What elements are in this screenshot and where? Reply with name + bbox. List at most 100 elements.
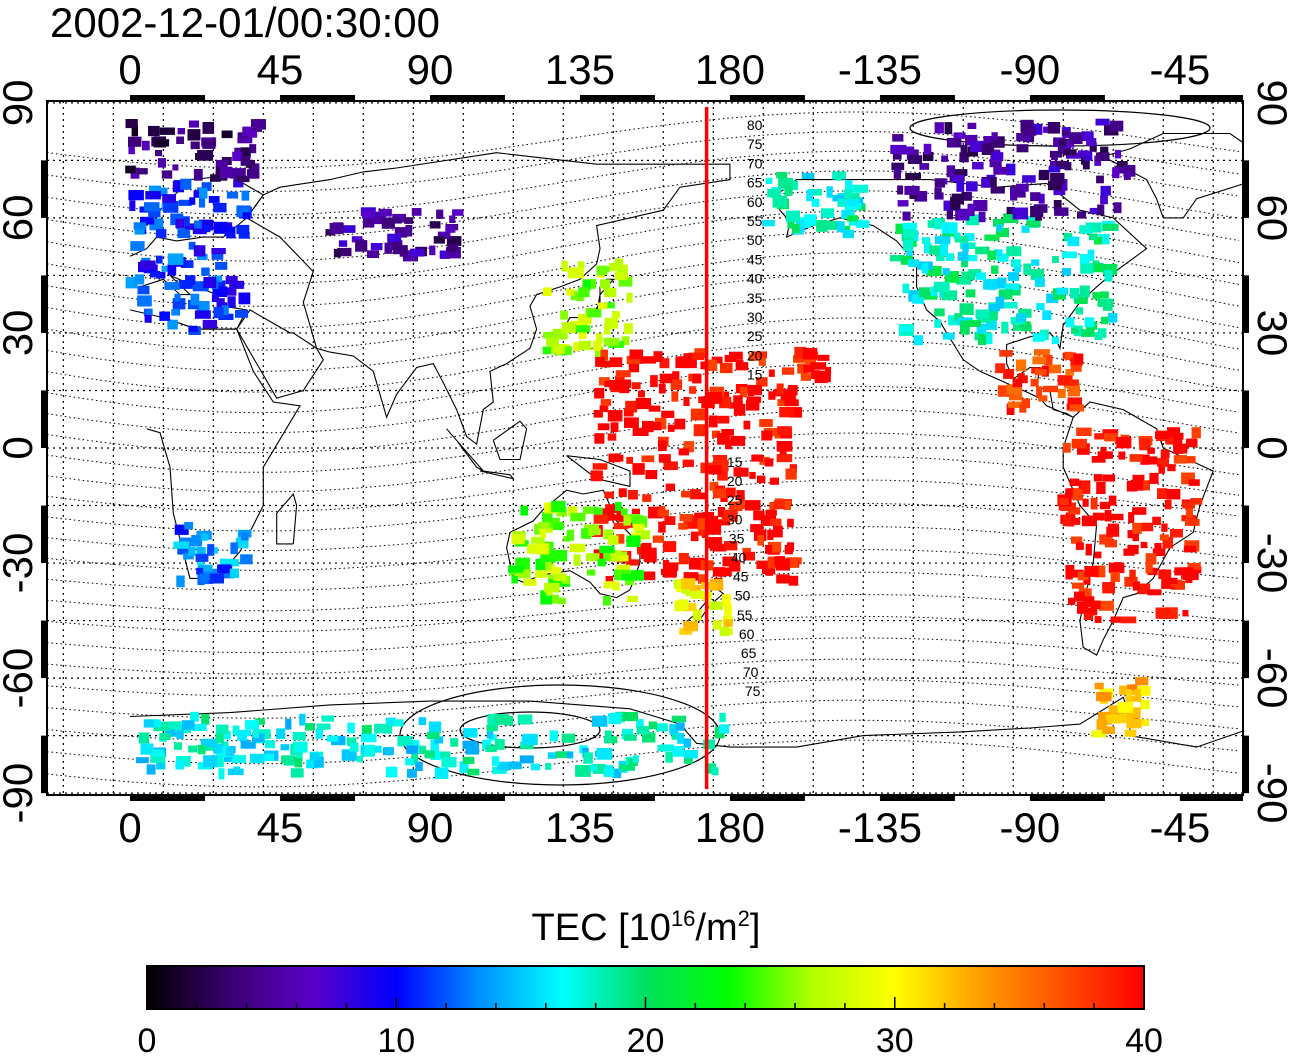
- tec-cell: [960, 144, 968, 157]
- tec-cell: [1036, 303, 1045, 311]
- frame-bar: [41, 505, 47, 564]
- tec-cell: [341, 749, 357, 761]
- tec-cell: [1102, 474, 1116, 482]
- tec-cell: [405, 225, 413, 237]
- tec-cell: [957, 251, 968, 261]
- tec-cell: [659, 373, 673, 384]
- tec-cell: [394, 227, 408, 238]
- contour-label: 65: [741, 645, 757, 661]
- contour-label: 45: [747, 251, 763, 267]
- tec-cell: [1167, 464, 1176, 472]
- tec-cell: [161, 265, 172, 272]
- tec-cell: [1113, 562, 1122, 569]
- tec-cell: [1096, 719, 1108, 730]
- tec-cell: [632, 427, 649, 436]
- tec-cell: [841, 209, 855, 219]
- tec-cell: [689, 386, 697, 394]
- tec-cell: [788, 385, 798, 396]
- tec-cell: [965, 214, 980, 226]
- tec-cell: [439, 250, 451, 259]
- tec-cell: [429, 245, 436, 256]
- frame-bar: [279, 795, 355, 801]
- tec-cell: [1098, 711, 1112, 724]
- tec-cell: [1137, 583, 1151, 595]
- tec-cell: [1065, 317, 1075, 328]
- tec-cell: [611, 312, 619, 321]
- tec-cell: [125, 165, 136, 174]
- tec-cell: [523, 579, 537, 586]
- tec-cell: [436, 209, 444, 219]
- tec-cell: [981, 178, 991, 188]
- tec-cell: [1183, 571, 1199, 581]
- tec-cell: [575, 325, 591, 333]
- tec-cell: [540, 595, 552, 605]
- tec-cell: [955, 208, 970, 221]
- tec-cell: [589, 764, 598, 772]
- tec-cell: [645, 470, 658, 480]
- tec-cell: [990, 187, 1005, 194]
- tec-cell: [626, 535, 641, 547]
- tec-cell: [1052, 256, 1059, 263]
- tec-cell: [262, 753, 274, 762]
- tec-cell: [787, 518, 794, 528]
- tec-cell: [791, 224, 800, 234]
- tec-cell: [1067, 385, 1080, 397]
- tec-cell: [1272, 742, 1287, 752]
- tec-cell: [181, 720, 195, 730]
- tec-cell: [794, 346, 806, 359]
- tec-cell: [751, 351, 767, 359]
- tec-cell: [973, 200, 988, 212]
- tec-cell: [1012, 378, 1023, 388]
- tec-cell: [1147, 456, 1158, 465]
- tec-cell: [538, 522, 550, 529]
- x-tick-label-top: -135: [838, 46, 922, 93]
- tec-cell: [672, 371, 680, 382]
- tec-cell: [1096, 482, 1106, 494]
- tec-cell: [943, 200, 955, 211]
- tec-cell: [239, 208, 250, 216]
- tec-cell: [1070, 569, 1084, 578]
- tec-cell: [625, 559, 640, 566]
- tec-cell: [371, 745, 382, 753]
- tec-cell: [845, 180, 853, 192]
- tec-cell: [1079, 225, 1093, 234]
- tec-cell: [1078, 150, 1090, 157]
- tec-cell: [592, 463, 608, 470]
- tec-cell: [1185, 438, 1198, 448]
- tec-cell: [520, 505, 529, 516]
- tec-cell: [1128, 512, 1135, 524]
- tec-cell: [751, 454, 763, 462]
- tec-cell: [190, 141, 200, 150]
- tec-cell: [316, 723, 331, 730]
- tec-cell: [640, 356, 656, 364]
- tec-cell: [404, 217, 414, 224]
- contour-label: 50: [735, 588, 751, 604]
- tec-cell: [176, 575, 185, 588]
- tec-cell: [144, 315, 152, 323]
- tec-cell: [697, 518, 708, 530]
- coastline: [446, 428, 484, 472]
- tec-cell: [978, 211, 986, 223]
- tec-cell: [837, 221, 845, 233]
- tec-cell: [620, 508, 628, 516]
- tec-cell: [662, 541, 677, 553]
- tec-cell: [669, 567, 677, 576]
- frame-bar: [130, 95, 205, 101]
- tec-cell: [1136, 480, 1144, 491]
- tec-cell: [553, 573, 567, 582]
- tec-cell: [201, 267, 210, 276]
- contour-line: [47, 679, 1240, 719]
- tec-cell: [1016, 183, 1029, 192]
- tec-cell: [406, 745, 419, 754]
- tec-cell: [216, 746, 231, 758]
- y-tick-label-right: 30: [1249, 310, 1292, 357]
- tec-cell: [816, 219, 828, 232]
- tec-cell: [347, 722, 355, 734]
- tec-cell: [1079, 254, 1090, 265]
- tec-cell: [467, 768, 480, 776]
- tec-cell: [631, 508, 640, 517]
- tec-cell: [1006, 384, 1023, 394]
- tec-cell: [597, 302, 608, 310]
- tec-cell: [613, 522, 629, 530]
- tec-cell: [648, 422, 662, 431]
